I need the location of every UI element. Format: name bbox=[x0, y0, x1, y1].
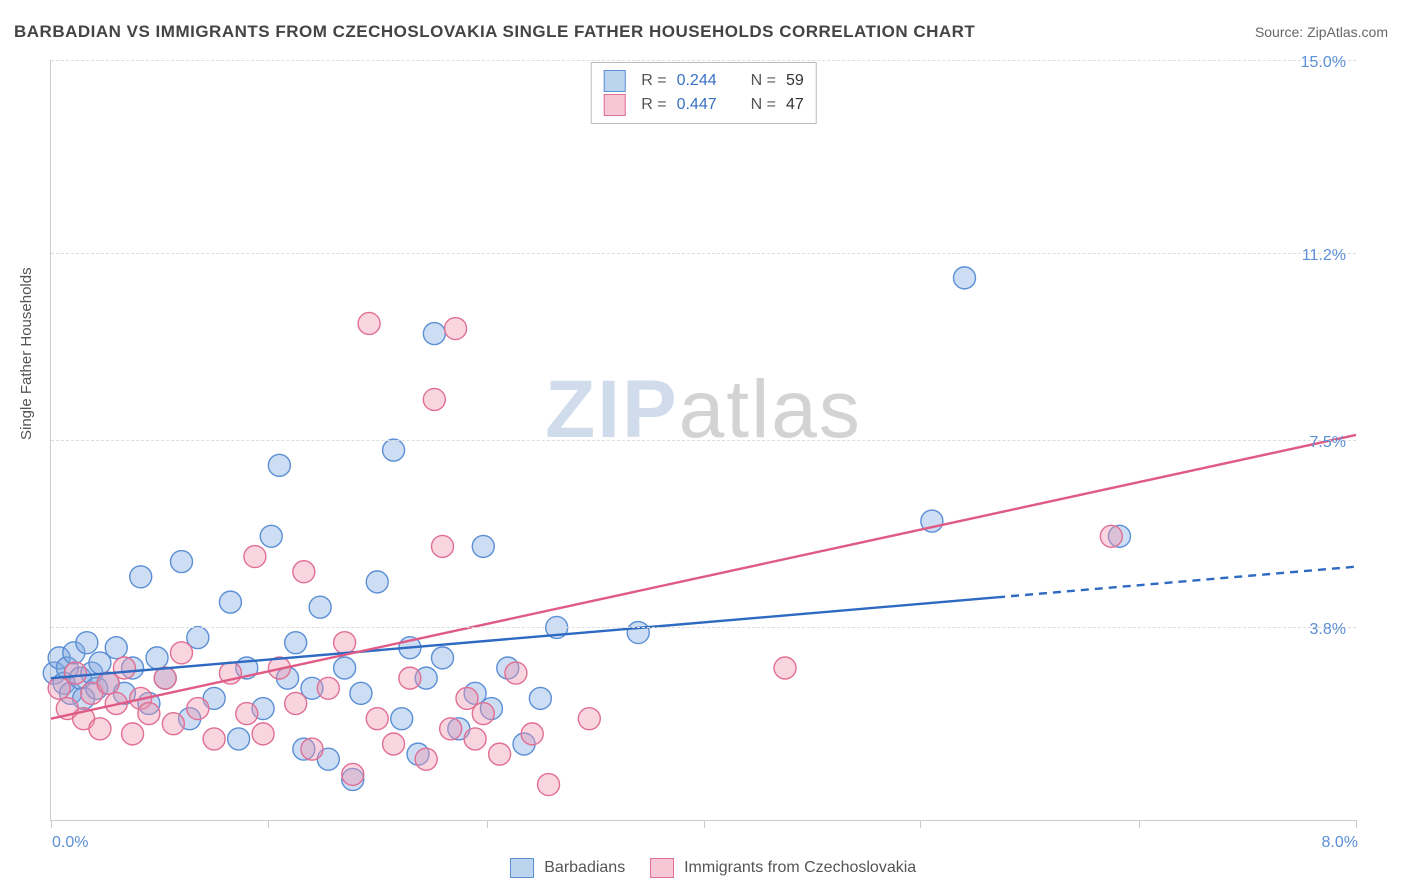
data-point bbox=[342, 763, 364, 785]
data-point bbox=[529, 687, 551, 709]
swatch-icon bbox=[510, 858, 534, 878]
data-point bbox=[309, 596, 331, 618]
gridline bbox=[51, 627, 1356, 628]
data-point bbox=[1100, 525, 1122, 547]
x-tick bbox=[487, 820, 488, 828]
data-point bbox=[236, 703, 258, 725]
data-point bbox=[423, 388, 445, 410]
trend-line bbox=[51, 435, 1356, 719]
data-point bbox=[432, 647, 454, 669]
data-point bbox=[219, 591, 241, 613]
data-point bbox=[171, 551, 193, 573]
data-point bbox=[472, 535, 494, 557]
data-point bbox=[350, 682, 372, 704]
y-tick-label: 15.0% bbox=[1301, 54, 1346, 72]
data-point bbox=[76, 632, 98, 654]
y-axis-title: Single Father Households bbox=[18, 267, 35, 440]
x-tick bbox=[920, 820, 921, 828]
data-point bbox=[391, 708, 413, 730]
gridline bbox=[51, 440, 1356, 441]
data-point bbox=[301, 738, 323, 760]
source-label: Source: ZipAtlas.com bbox=[1255, 24, 1388, 40]
data-point bbox=[578, 708, 600, 730]
data-point bbox=[187, 698, 209, 720]
data-point bbox=[228, 728, 250, 750]
data-point bbox=[171, 642, 193, 664]
y-tick-label: 3.8% bbox=[1310, 621, 1346, 639]
x-axis-min-label: 0.0% bbox=[52, 834, 88, 852]
data-point bbox=[383, 439, 405, 461]
swatch-icon bbox=[650, 858, 674, 878]
y-tick-label: 7.5% bbox=[1310, 434, 1346, 452]
chart-title: BARBADIAN VS IMMIGRANTS FROM CZECHOSLOVA… bbox=[14, 22, 975, 42]
data-point bbox=[366, 708, 388, 730]
plot-area: R = 0.244 N = 59 R = 0.447 N = 47 ZIPatl… bbox=[50, 60, 1356, 821]
data-point bbox=[366, 571, 388, 593]
data-point bbox=[472, 703, 494, 725]
data-point bbox=[954, 267, 976, 289]
data-point bbox=[489, 743, 511, 765]
data-point bbox=[445, 318, 467, 340]
data-point bbox=[415, 748, 437, 770]
data-point bbox=[285, 692, 307, 714]
y-tick-label: 11.2% bbox=[1302, 247, 1346, 265]
series-legend: Barbadians Immigrants from Czechoslovaki… bbox=[0, 858, 1406, 878]
data-point bbox=[138, 703, 160, 725]
data-point bbox=[260, 525, 282, 547]
data-point bbox=[162, 713, 184, 735]
gridline bbox=[51, 253, 1356, 254]
data-point bbox=[334, 632, 356, 654]
data-point bbox=[505, 662, 527, 684]
data-point bbox=[268, 454, 290, 476]
data-point bbox=[130, 566, 152, 588]
data-point bbox=[64, 662, 86, 684]
data-point bbox=[122, 723, 144, 745]
gridline bbox=[51, 60, 1356, 61]
data-point bbox=[154, 667, 176, 689]
data-point bbox=[317, 677, 339, 699]
data-point bbox=[358, 312, 380, 334]
x-tick bbox=[1139, 820, 1140, 828]
data-point bbox=[146, 647, 168, 669]
x-tick bbox=[51, 820, 52, 828]
data-point bbox=[334, 657, 356, 679]
data-point bbox=[464, 728, 486, 750]
data-point bbox=[252, 723, 274, 745]
legend-item-label: Barbadians bbox=[544, 859, 625, 876]
data-point bbox=[627, 622, 649, 644]
data-point bbox=[203, 728, 225, 750]
x-axis-max-label: 8.0% bbox=[1322, 834, 1358, 852]
data-point bbox=[293, 561, 315, 583]
chart-container: BARBADIAN VS IMMIGRANTS FROM CZECHOSLOVA… bbox=[0, 0, 1406, 892]
data-point bbox=[521, 723, 543, 745]
data-point bbox=[423, 323, 445, 345]
data-point bbox=[399, 667, 421, 689]
trend-line-extrapolated bbox=[997, 567, 1356, 598]
data-point bbox=[538, 774, 560, 796]
data-point bbox=[244, 546, 266, 568]
data-point bbox=[774, 657, 796, 679]
data-point bbox=[432, 535, 454, 557]
x-tick bbox=[704, 820, 705, 828]
data-point bbox=[105, 637, 127, 659]
legend-item-label: Immigrants from Czechoslovakia bbox=[684, 859, 916, 876]
data-point bbox=[440, 718, 462, 740]
data-point bbox=[285, 632, 307, 654]
x-tick bbox=[268, 820, 269, 828]
x-tick bbox=[1356, 820, 1357, 828]
data-point bbox=[89, 718, 111, 740]
data-point bbox=[383, 733, 405, 755]
data-point bbox=[113, 657, 135, 679]
